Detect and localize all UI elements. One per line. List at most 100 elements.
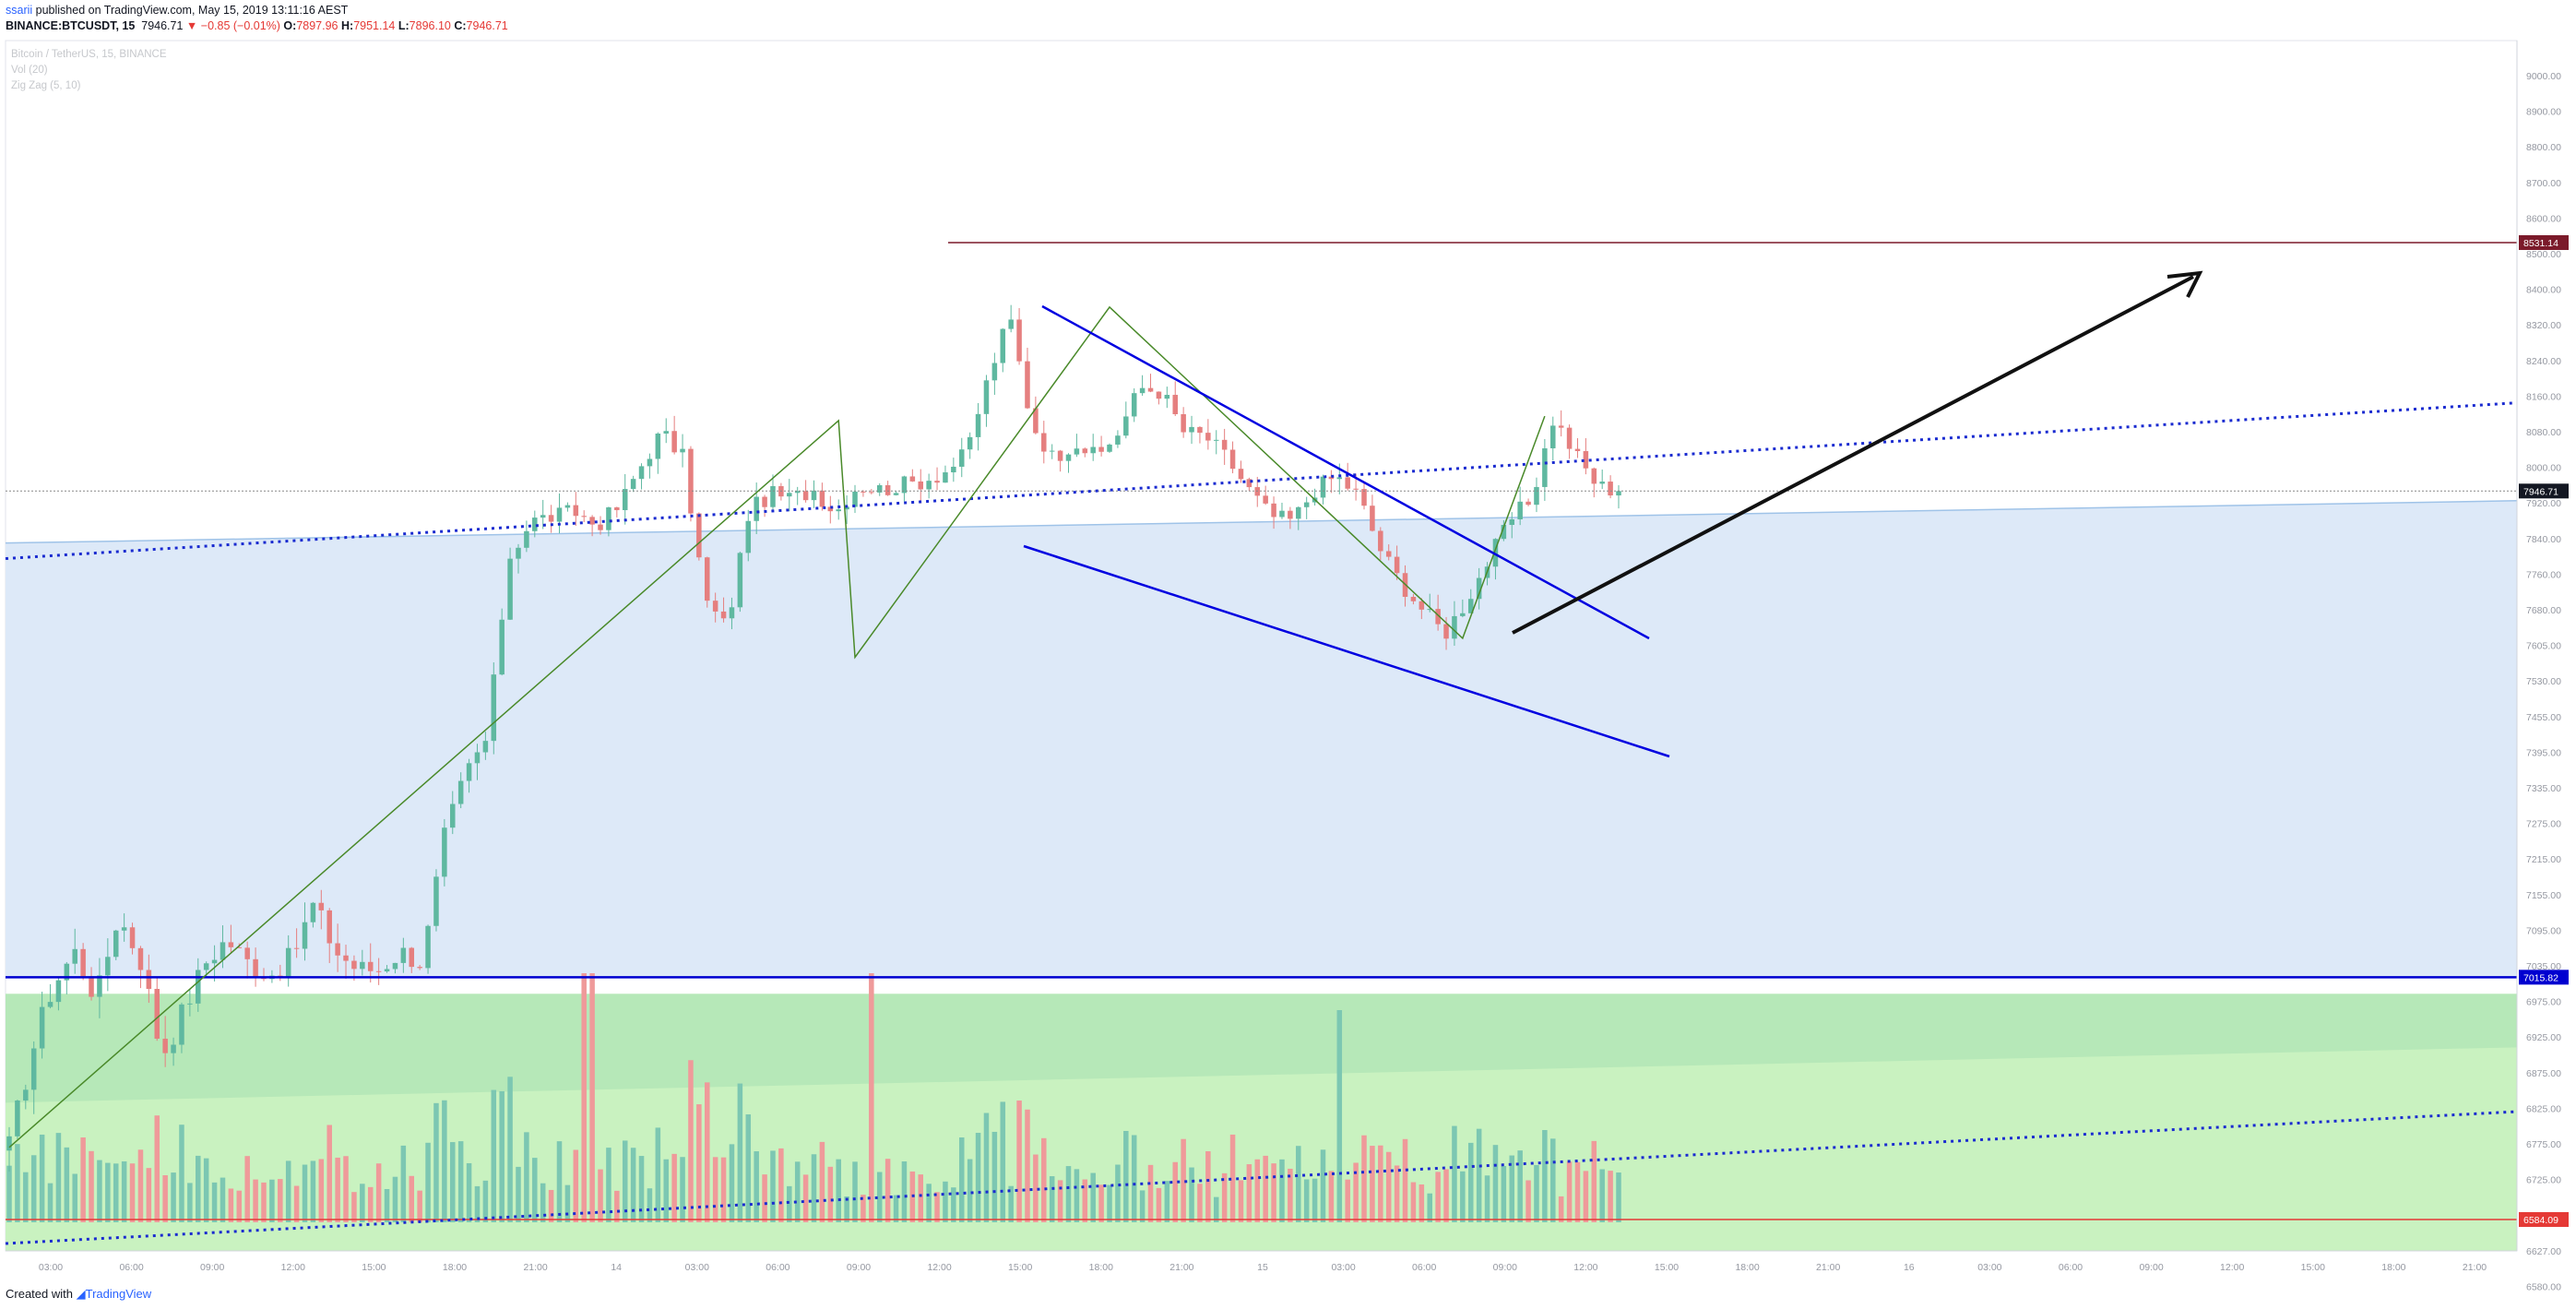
candle-body <box>482 741 489 753</box>
time-tick-label: 18:00 <box>443 1262 467 1273</box>
time-tick-label: 06:00 <box>766 1262 789 1273</box>
tradingview-logo-icon: ◢ <box>76 1287 86 1301</box>
candle-body <box>1205 433 1211 441</box>
symbol-label: BINANCE:BTCUSDT, 15 <box>6 19 136 32</box>
volume-bar <box>581 973 587 1222</box>
volume-bar <box>556 1141 563 1222</box>
candle-body <box>293 947 300 949</box>
candle-body <box>696 513 702 558</box>
candle-body <box>819 490 825 507</box>
volume-bar <box>1353 1162 1359 1222</box>
candle-body <box>638 466 645 480</box>
author-link[interactable]: ssarii <box>6 4 33 17</box>
candle-body <box>1082 448 1088 454</box>
volume-bar <box>318 1159 325 1222</box>
candle-body <box>1574 448 1581 452</box>
price-tick-label: 8600.00 <box>2526 213 2561 224</box>
volume-bar <box>507 1077 513 1222</box>
candle-body <box>162 1038 168 1053</box>
volume-bar <box>762 1174 767 1222</box>
volume-bar <box>688 1060 694 1222</box>
volume-bar <box>876 1172 883 1222</box>
volume-bar <box>705 1082 710 1222</box>
volume-bars <box>6 973 1621 1222</box>
volume-bar <box>47 1183 53 1222</box>
volume-bar <box>1452 1125 1457 1222</box>
volume-bar <box>901 1160 908 1222</box>
candle-body <box>1385 551 1392 557</box>
dotted-trendline-upper <box>5 401 2518 561</box>
candle-body <box>794 491 801 494</box>
volume-bar <box>55 1133 62 1222</box>
candle-body <box>1583 451 1589 469</box>
price-tick-label: 8700.00 <box>2526 178 2561 189</box>
volume-bar <box>400 1145 407 1222</box>
volume-bar <box>836 1159 841 1222</box>
candle-body <box>762 496 767 507</box>
candle-body <box>1041 433 1047 452</box>
volume-bar <box>220 1177 226 1222</box>
tradingview-link[interactable]: TradingView <box>85 1287 152 1301</box>
volume-bar <box>1041 1137 1047 1222</box>
volume-bar <box>1608 1171 1613 1222</box>
volume-bar <box>1517 1150 1523 1222</box>
volume-bar <box>351 1192 357 1222</box>
price-tick-label: 8160.00 <box>2526 391 2561 402</box>
candle-body <box>1147 387 1154 392</box>
candle-body <box>983 380 990 414</box>
volume-bar <box>1394 1165 1400 1222</box>
price-label-low-text: 6584.09 <box>2523 1215 2558 1226</box>
candle-body <box>1616 491 1621 496</box>
volume-bar <box>622 1140 628 1222</box>
volume-bar <box>1164 1181 1170 1222</box>
volume-bar <box>1591 1140 1597 1222</box>
time-tick-label: 06:00 <box>2059 1262 2083 1273</box>
time-tick-label: 21:00 <box>1816 1262 1840 1273</box>
volume-bar <box>712 1157 718 1222</box>
volume-bar <box>335 1157 340 1222</box>
candle-body <box>171 1044 176 1053</box>
candle-body <box>967 436 973 450</box>
volume-bar <box>926 1184 932 1222</box>
candle-body <box>97 975 102 997</box>
candle-body <box>737 553 743 608</box>
price-tick-label: 7920.00 <box>2526 498 2561 509</box>
chart-header: ssarii published on TradingView.com, May… <box>6 3 2570 34</box>
price-label-last-text: 7946.71 <box>2523 486 2558 497</box>
volume-bar <box>236 1190 243 1222</box>
candle-body <box>244 947 250 959</box>
volume-bar <box>811 1154 817 1222</box>
volume-bar <box>425 1142 431 1222</box>
volume-bar <box>1172 1161 1178 1222</box>
candle-body <box>581 516 587 518</box>
target-arrow-line <box>1512 275 2194 635</box>
candle-body <box>343 955 349 961</box>
candle-body <box>1558 425 1564 428</box>
candle-body <box>943 472 948 483</box>
candle-body <box>1353 488 1359 490</box>
candle-body <box>802 491 809 501</box>
price-label-last <box>2519 483 2569 499</box>
volume-bar <box>671 1153 677 1222</box>
time-tick-label: 18:00 <box>1735 1262 1759 1273</box>
candle-body <box>1164 395 1170 399</box>
candle-body <box>1435 609 1441 625</box>
volume-bar <box>171 1172 176 1222</box>
candle-body <box>450 803 456 828</box>
volume-bar <box>1033 1154 1039 1222</box>
volume-bar <box>1049 1176 1055 1222</box>
volume-bar <box>852 1161 858 1222</box>
volume-bar <box>1082 1179 1088 1222</box>
candle-body <box>425 925 431 969</box>
candle-body <box>1213 439 1219 441</box>
candle-body <box>1542 448 1548 487</box>
volume-bar <box>1385 1151 1392 1222</box>
volume-bar <box>844 1196 849 1222</box>
volume-bar <box>64 1147 70 1222</box>
volume-bar <box>1090 1172 1096 1222</box>
price-label-low <box>2519 1212 2569 1227</box>
volume-bar <box>1534 1164 1539 1222</box>
price-tick-label: 8800.00 <box>2526 142 2561 153</box>
volume-bar <box>1016 1101 1022 1222</box>
